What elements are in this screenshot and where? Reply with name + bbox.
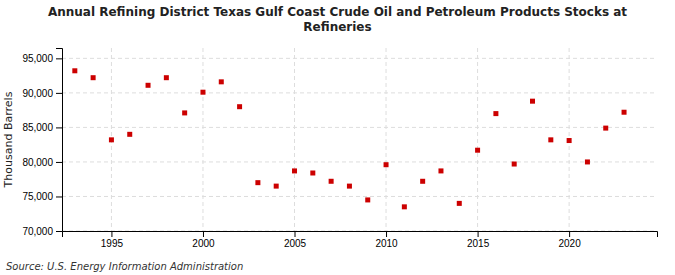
tick-label: 2020	[558, 238, 581, 249]
tick-mark	[111, 231, 112, 237]
title: Annual Refining District Texas Gulf Coas…	[48, 5, 627, 34]
tick-mark	[56, 196, 62, 197]
point	[200, 90, 205, 95]
tick: 2005	[284, 231, 307, 249]
point	[420, 179, 425, 184]
tick-mark	[478, 231, 479, 237]
tick: 2015	[467, 231, 490, 249]
grid-line	[62, 127, 657, 128]
point	[255, 180, 260, 185]
grid-line	[202, 48, 203, 231]
point	[347, 184, 352, 189]
tick-mark	[203, 231, 204, 237]
grid-line	[62, 92, 657, 93]
tick-label: 85,000	[22, 122, 53, 133]
tick: 85,000	[22, 122, 62, 133]
point	[109, 137, 114, 142]
tick-mark	[56, 231, 62, 232]
tick-label: 2000	[192, 238, 215, 249]
tick-label: 2015	[467, 238, 490, 249]
tick: 80,000	[22, 157, 62, 168]
point	[91, 75, 96, 80]
grid-line	[294, 48, 295, 231]
tick-label: 70,000	[22, 226, 53, 237]
grid-line	[477, 48, 478, 231]
tick-mark	[295, 231, 296, 237]
point	[237, 104, 242, 109]
tick: 75,000	[22, 191, 62, 202]
point	[567, 138, 572, 143]
grid	[62, 48, 657, 231]
point	[585, 159, 590, 164]
grid-line	[386, 48, 387, 231]
tick: 95,000	[22, 53, 62, 64]
y-axis: 70,000 75,000 80,000 85,000 90,000 95,000	[22, 49, 62, 237]
point	[72, 68, 77, 73]
tick-label: 75,000	[22, 191, 53, 202]
axis-line	[63, 232, 658, 238]
point	[512, 162, 517, 167]
tick-mark	[386, 231, 387, 237]
y-axis-title: Thousand Barrels	[2, 91, 15, 188]
point	[622, 110, 627, 115]
tick-mark	[56, 162, 62, 163]
point	[274, 184, 279, 189]
point	[475, 148, 480, 153]
chart: Annual Refining District Texas Gulf Coas…	[0, 0, 675, 275]
point	[310, 170, 315, 175]
tick: 2000	[192, 231, 215, 249]
point	[530, 99, 535, 104]
tick-mark	[56, 127, 62, 128]
point	[164, 75, 169, 80]
point	[548, 137, 553, 142]
point	[182, 110, 187, 115]
tick: 90,000	[22, 88, 62, 99]
point	[438, 168, 443, 173]
point	[457, 201, 462, 206]
tick: 2010	[375, 231, 398, 249]
tick-label: 95,000	[22, 53, 53, 64]
grid-line	[62, 161, 657, 162]
point	[292, 168, 297, 173]
tick-label: 2010	[375, 238, 398, 249]
point	[146, 83, 151, 88]
tick: 70,000	[22, 226, 62, 237]
tick-mark	[56, 93, 62, 94]
axis-line	[56, 49, 63, 232]
tick-label: 80,000	[22, 157, 53, 168]
tick-label: 2005	[284, 238, 307, 249]
point	[127, 132, 132, 137]
point	[493, 111, 498, 116]
point	[329, 179, 334, 184]
tick-label: 1995	[101, 238, 124, 249]
points	[72, 68, 626, 209]
tick: 1995	[101, 231, 124, 249]
point	[219, 79, 224, 84]
point	[603, 126, 608, 131]
grid-line	[62, 58, 657, 59]
x-axis: 1995 2000 2005 2010 2015 2020	[63, 231, 658, 249]
plot: 1995 2000 2005 2010 2015 2020 70,000 75,000 80,0…	[2, 48, 658, 249]
tick-mark	[56, 58, 62, 59]
point	[402, 204, 407, 209]
point	[365, 197, 370, 202]
point	[384, 162, 389, 167]
source: Source: U.S. Energy Information Administ…	[6, 261, 243, 272]
tick-mark	[569, 231, 570, 237]
tick-label: 90,000	[22, 88, 53, 99]
grid-line	[62, 196, 657, 197]
tick: 2020	[558, 231, 581, 249]
